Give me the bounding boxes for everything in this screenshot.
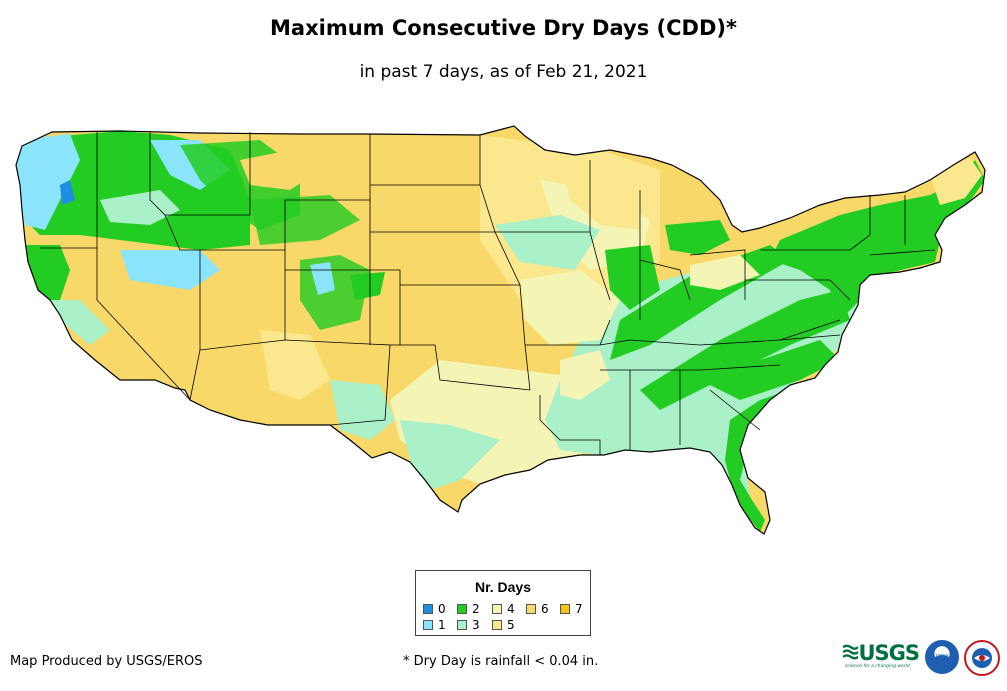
map-legend: Nr. Days 0 1 2 3 4 5 6 7 <box>415 570 591 636</box>
noaa-logo: noaa <box>925 640 959 674</box>
legend-label-6: 6 <box>541 602 549 616</box>
state-borders <box>40 132 936 455</box>
legend-swatch-1 <box>423 620 433 630</box>
legend-swatch-2 <box>457 604 467 614</box>
producer-credit: Map Produced by USGS/EROS <box>10 654 203 669</box>
usgs-tagline: science for a changing world <box>845 664 910 669</box>
nws-logo <box>964 640 1000 676</box>
legend-swatch-3 <box>457 620 467 630</box>
legend-item-2: 2 <box>457 602 480 616</box>
legend-label-7: 7 <box>575 602 583 616</box>
legend-label-5: 5 <box>507 618 515 632</box>
legend-item-1: 1 <box>423 618 446 632</box>
legend-item-4: 4 <box>492 602 515 616</box>
legend-title: Nr. Days <box>474 579 532 595</box>
legend-label-1: 1 <box>438 618 446 632</box>
legend-swatch-4 <box>492 604 502 614</box>
legend-item-3: 3 <box>457 618 480 632</box>
legend-swatch-7 <box>560 604 570 614</box>
legend-swatch-0 <box>423 604 433 614</box>
legend-swatch-5 <box>492 620 502 630</box>
usgs-wave-icon <box>843 644 859 660</box>
legend-item-5: 5 <box>492 618 515 632</box>
nws-seal-icon <box>972 648 992 668</box>
usgs-wordmark: USGS <box>858 641 920 665</box>
legend-swatch-6 <box>526 604 536 614</box>
legend-label-2: 2 <box>472 602 480 616</box>
usgs-logo: USGS science for a changing world <box>843 641 920 672</box>
legend-item-6: 6 <box>526 602 549 616</box>
svg-text:noaa: noaa <box>936 653 948 659</box>
dry-day-note: * Dry Day is rainfall < 0.04 in. <box>403 654 599 669</box>
map-title: Maximum Consecutive Dry Days (CDD)* <box>270 16 737 40</box>
legend-label-0: 0 <box>438 602 446 616</box>
legend-label-3: 3 <box>472 618 480 632</box>
legend-item-0: 0 <box>423 602 446 616</box>
map-subtitle: in past 7 days, as of Feb 21, 2021 <box>359 62 648 82</box>
legend-item-7: 7 <box>560 602 583 616</box>
cdd-fill <box>16 126 985 534</box>
legend-label-4: 4 <box>507 602 515 616</box>
noaa-bird-icon: noaa <box>930 653 954 670</box>
